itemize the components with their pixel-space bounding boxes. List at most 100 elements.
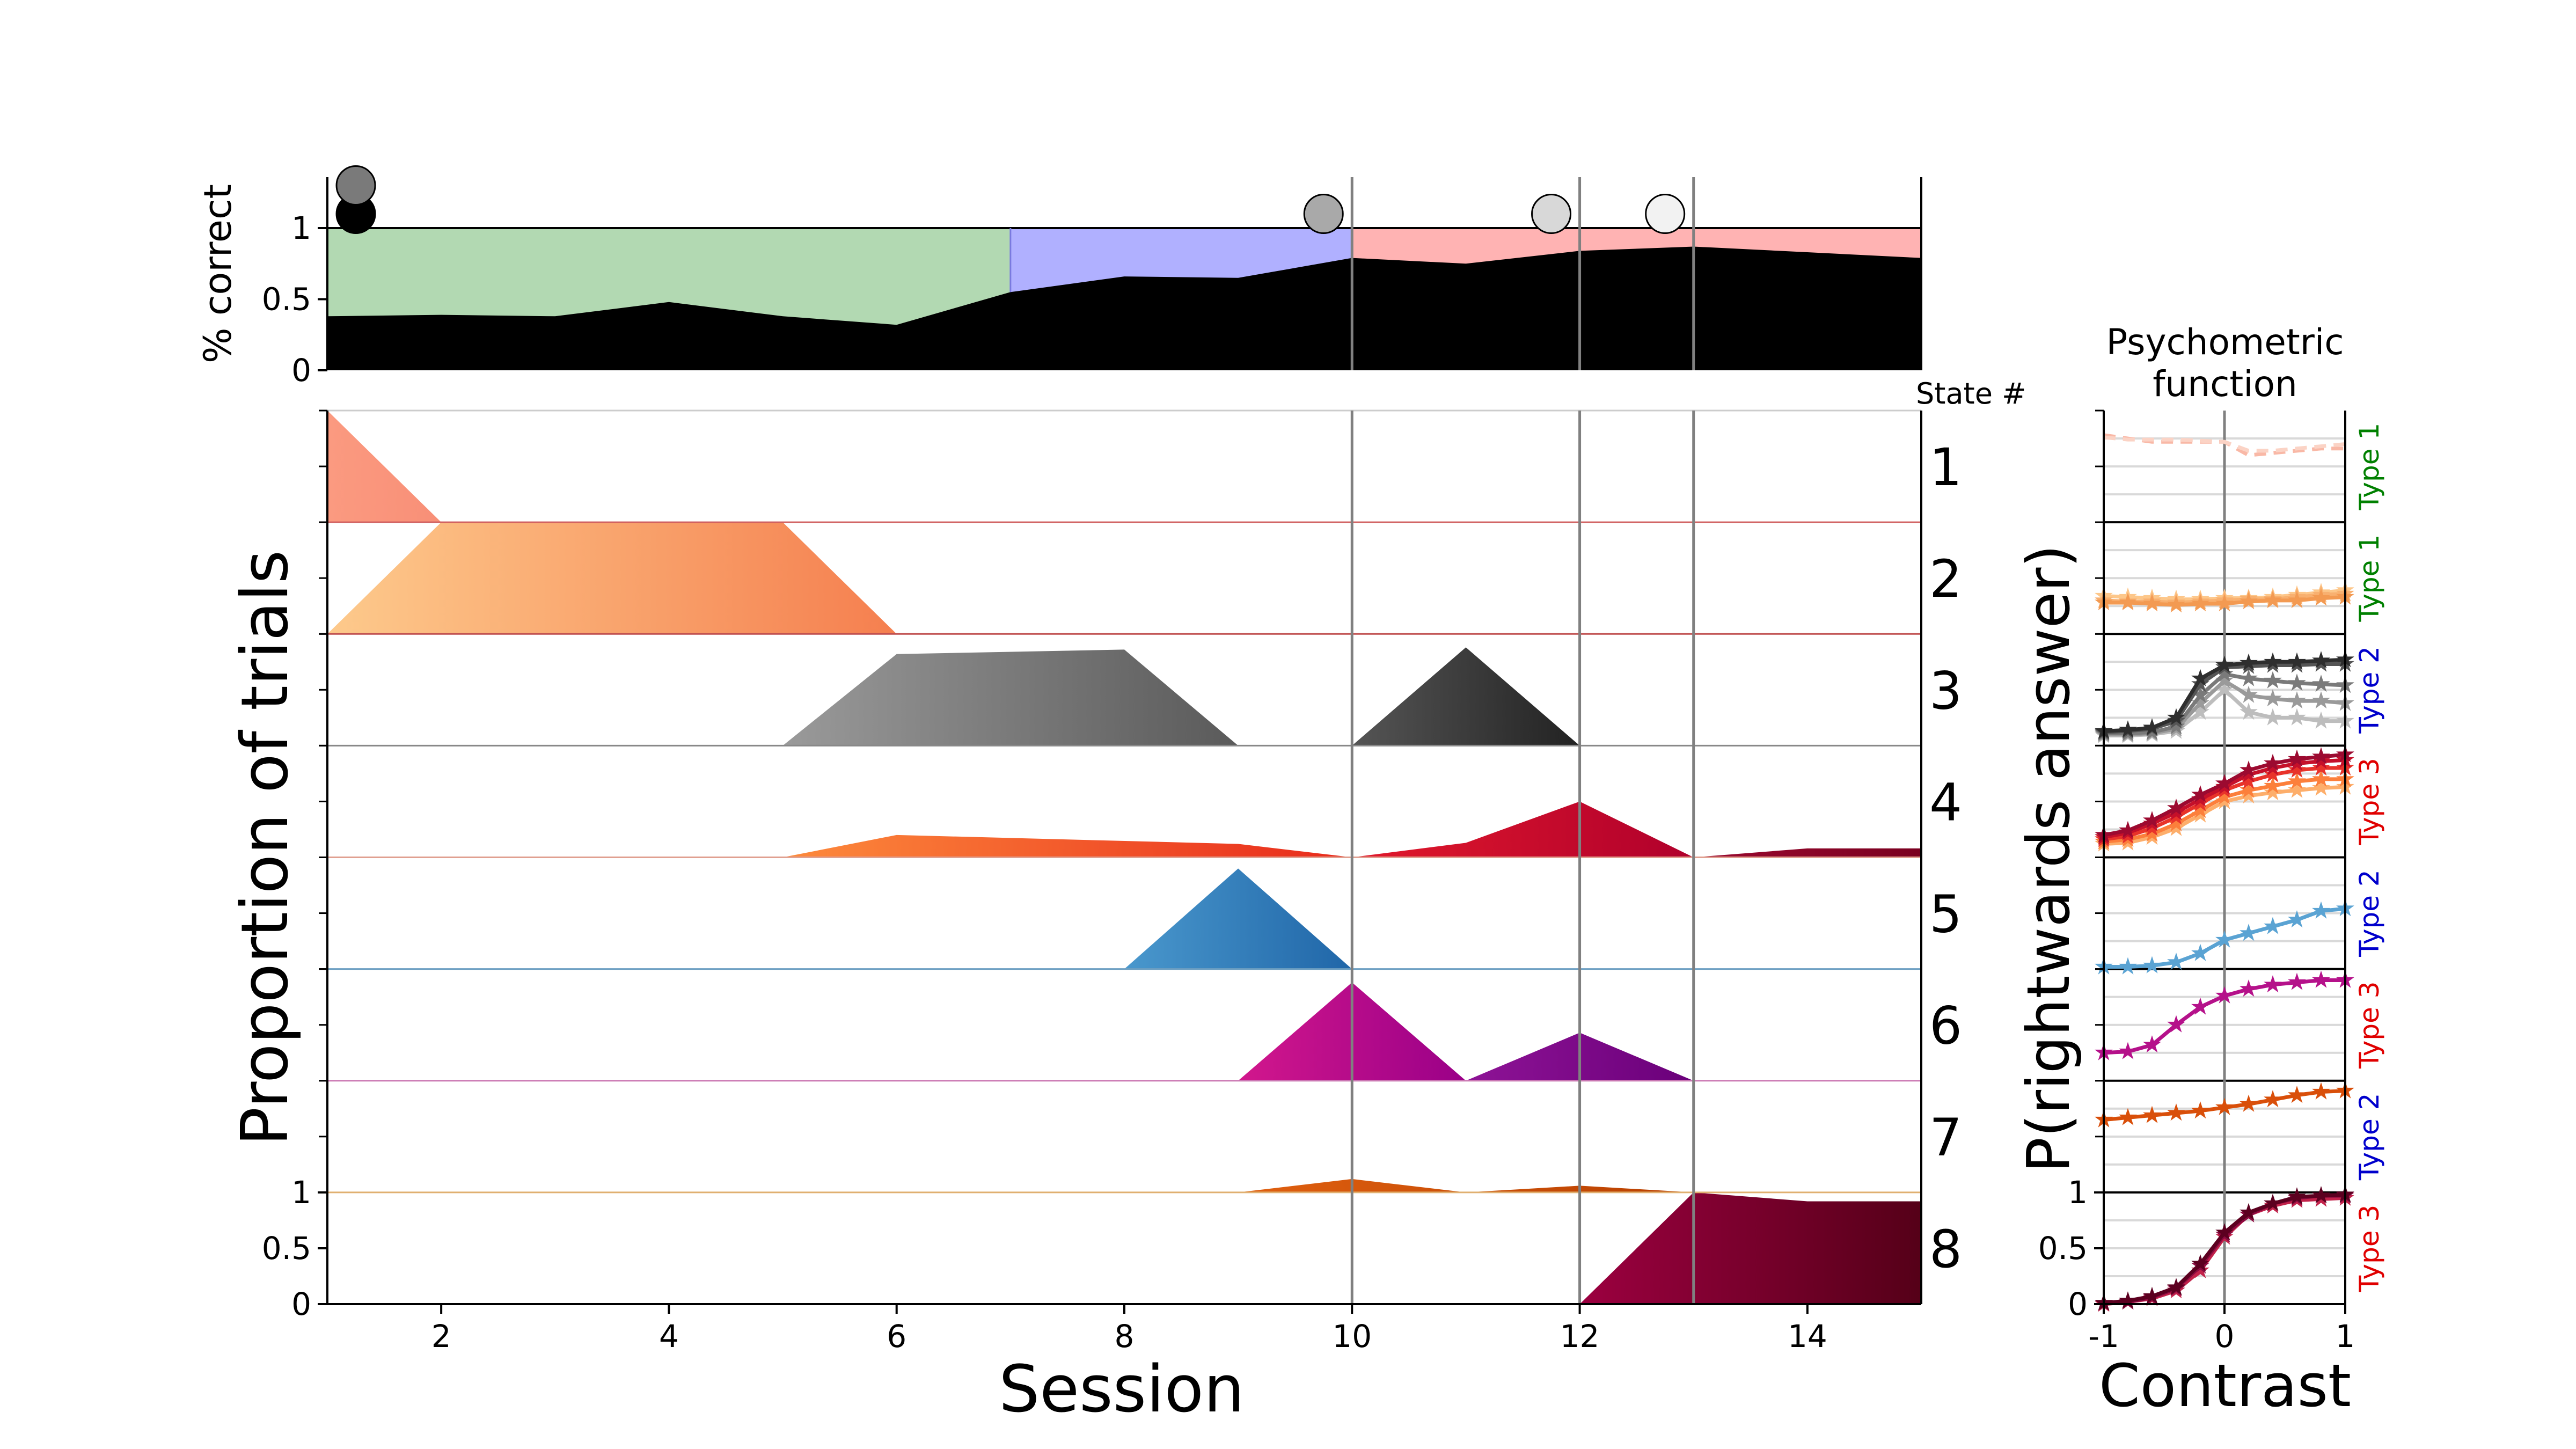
psy-type-label-4: Type 3 xyxy=(2354,758,2385,846)
psy-star-marker: ★ xyxy=(2238,756,2259,784)
psy-star-marker: ★ xyxy=(2310,647,2331,674)
state-1-area-1 xyxy=(327,411,442,523)
psychometric-ylabel: P(rightwards answer) xyxy=(2014,545,2083,1173)
psy-type-label-1: Type 1 xyxy=(2354,423,2385,511)
psychometric-row-8: ★★★★★★★★★★★★★★★★★★★★★★★★★★★★★★★★★Type 3 xyxy=(2093,1181,2385,1318)
accuracy-panel: 0 0.5 1 % correct xyxy=(196,165,1922,389)
psychometric-row-2: ★ ★ ★ ★ ★ ★ ★ ★ ★ ★ ★★ ★ ★ ★ ★ ★ ★ ★ ★ ★ ★★ ★ ★ ★ ★ ★ ★ ★ ★ ★ ★Type 1 xyxy=(2093,522,2385,635)
psy-star-marker: ★ xyxy=(2238,665,2259,692)
psychometric-row-5: ★ ★ ★ ★ ★ ★ ★ ★ ★ ★ ★Type 2 xyxy=(2093,857,2385,980)
contrast-xlabel: Contrast xyxy=(2099,1351,2351,1420)
psy-star-marker: ★ xyxy=(2238,782,2259,809)
psy-star-marker: ★ xyxy=(2262,750,2283,777)
session-xtick-label-3: 6 xyxy=(887,1318,906,1355)
psychometric-title-line-1: Psychometric xyxy=(2106,321,2344,363)
psy-star-marker: ★ xyxy=(2141,584,2162,612)
psy-star-marker: ★ xyxy=(2238,586,2259,613)
psy-star-marker: ★ xyxy=(2238,698,2259,726)
psy-star-marker: ★ xyxy=(2165,948,2186,976)
psy-star-marker: ★ xyxy=(2165,794,2186,822)
psy-star-marker: ★ xyxy=(2262,652,2283,679)
psy-ytick-label-1: 0 xyxy=(2068,1286,2088,1322)
session-xtick-label-7: 14 xyxy=(1788,1318,1827,1355)
psy-star-marker: ★ xyxy=(2238,682,2259,709)
psy-star-marker: ★ xyxy=(2117,953,2138,980)
psy-star-marker: ★ xyxy=(2262,648,2283,675)
state-4-area-6 xyxy=(1352,801,1694,858)
psy-type-label-5: Type 2 xyxy=(2354,869,2385,957)
accuracy-marker-4 xyxy=(1531,194,1572,234)
psy-star-marker: ★ xyxy=(2286,704,2307,731)
psychometric-row-3: ★ ★ ★ ★★★★ ★ ★ ★ ★★ ★ ★ ★★★★ ★ ★ ★ ★★ ★ ★ ★★★ ★ ★ ★ ★ ★★ ★ ★ ★★★ ★… xyxy=(2093,634,2385,749)
psy-star-marker: ★ xyxy=(2190,586,2211,613)
psy-star-marker: ★ xyxy=(2190,590,2211,617)
psy-ytick-label-2: 0.5 xyxy=(2038,1230,2088,1267)
state-label-1: 1 xyxy=(1929,437,1962,497)
psy-star-marker: ★ xyxy=(2286,687,2307,714)
psy-star-marker: ★ xyxy=(2165,704,2186,731)
state-3-area-4 xyxy=(1352,647,1580,746)
state-2-area-2 xyxy=(327,522,897,634)
state-label-5: 5 xyxy=(1929,884,1962,945)
state-label-3: 3 xyxy=(1929,661,1962,721)
psychometric-panel: Psychometric function Type 1★ ★ ★ ★ ★ ★ ★ ★ ★ ★ ★★… xyxy=(2014,321,2385,1420)
proportion-ylabel: Proportion of trials xyxy=(228,550,303,1146)
psy-star-marker: ★ xyxy=(2286,587,2307,614)
psy-star-marker: ★ xyxy=(2190,1097,2211,1124)
psy-star-marker: ★ xyxy=(2141,714,2162,741)
states-ytick-label-1: 0 xyxy=(291,1286,311,1322)
psy-star-marker: ★ xyxy=(2190,588,2211,615)
accuracy-marker-3 xyxy=(1303,194,1344,234)
psy-star-marker: ★ xyxy=(2214,652,2235,679)
session-xtick-label-6: 12 xyxy=(1560,1318,1600,1355)
contrast-xtick-label-1: -1 xyxy=(2088,1318,2119,1355)
psychometric-row-1: Type 1 xyxy=(2103,411,2385,524)
contrast-xtick-label-2: 0 xyxy=(2215,1318,2235,1355)
psy-star-marker: ★ xyxy=(2117,817,2138,844)
psy-type-label-7: Type 2 xyxy=(2354,1093,2385,1181)
session-xtick-label-4: 8 xyxy=(1115,1318,1135,1355)
accuracy-performance-area xyxy=(327,246,1921,370)
session-xtick-label-2: 4 xyxy=(659,1318,679,1355)
psy-star-marker: ★ xyxy=(2165,589,2186,616)
psy-row-2-series-3 xyxy=(2104,595,2346,607)
state-5-area-8 xyxy=(1124,868,1352,969)
psy-type-label-2: Type 1 xyxy=(2354,535,2385,623)
psy-ytick-label-3: 1 xyxy=(2068,1174,2088,1211)
psy-star-marker: ★ xyxy=(2117,589,2138,616)
psy-star-marker: ★ xyxy=(2286,1183,2307,1210)
psy-star-marker: ★ xyxy=(2117,1287,2138,1314)
psy-star-marker: ★ xyxy=(2310,1182,2331,1209)
psy-star-marker: ★ xyxy=(2286,745,2307,772)
states-ytick-label-2: 0.5 xyxy=(262,1230,311,1267)
psy-star-marker: ★ xyxy=(2214,584,2235,612)
psy-row-7-series-1 xyxy=(2103,1088,2346,1122)
psy-star-marker: ★ xyxy=(2214,926,2235,954)
psy-star-marker: ★ xyxy=(2310,581,2331,608)
psy-row-4-series-3 xyxy=(2103,766,2345,841)
psy-row-2-series-1 xyxy=(2103,588,2346,602)
psy-star-marker: ★ xyxy=(2310,966,2331,993)
psy-star-marker: ★ xyxy=(2310,1078,2331,1106)
psy-star-marker: ★ xyxy=(2141,807,2162,834)
psy-star-marker: ★ xyxy=(2214,587,2235,614)
psy-row-4-series-2 xyxy=(2103,777,2345,844)
psy-star-marker: ★ xyxy=(2117,716,2138,743)
accuracy-ytick-label-3: 1 xyxy=(291,210,311,246)
psy-star-marker: ★ xyxy=(2310,687,2331,714)
psy-star-marker: ★ xyxy=(2262,587,2283,614)
psy-star-marker: ★ xyxy=(2310,743,2331,770)
psy-star-marker: ★ xyxy=(2238,1198,2259,1226)
psy-star-marker: ★ xyxy=(2214,1094,2235,1121)
psy-star-marker: ★ xyxy=(2286,1081,2307,1109)
psy-star-marker: ★ xyxy=(2238,653,2259,680)
psy-star-marker: ★ xyxy=(2165,1099,2186,1126)
psy-star-marker: ★ xyxy=(2286,669,2307,697)
states-ytick-label-3: 1 xyxy=(291,1174,311,1211)
psy-star-marker: ★ xyxy=(2262,667,2283,694)
psy-star-marker: ★ xyxy=(2141,952,2162,979)
state-3-area-3 xyxy=(782,649,1239,746)
psy-row-8-series-3 xyxy=(2103,1192,2346,1305)
